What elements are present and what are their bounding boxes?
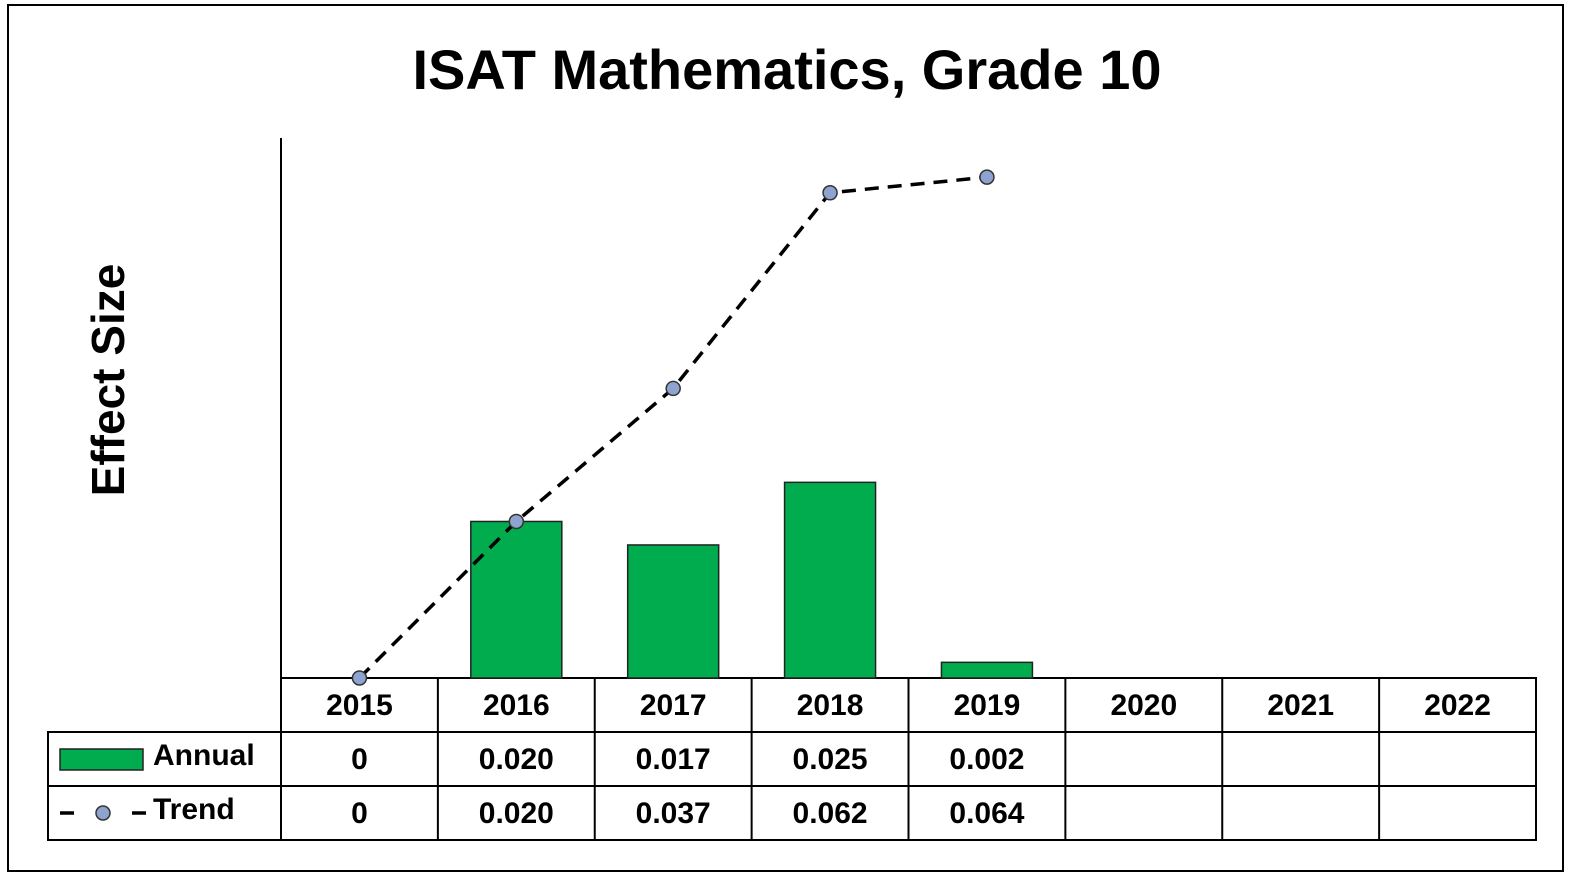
legend-label: Trend	[153, 793, 235, 826]
chart-title: ISAT Mathematics, Grade 10	[413, 38, 1162, 101]
trend-marker	[979, 169, 995, 185]
bar	[626, 544, 720, 679]
y-axis-label: Effect Size	[82, 264, 134, 497]
bar	[470, 520, 563, 679]
x-tick-label: 2022	[1424, 689, 1491, 722]
x-tick-label: 2018	[797, 689, 864, 722]
trend-marker	[508, 513, 525, 530]
data-table-value: 0.025	[793, 743, 868, 776]
data-table-value: 0.064	[949, 797, 1024, 830]
legend-swatch	[59, 748, 144, 771]
x-tick-label: 2017	[640, 689, 707, 722]
trend-marker	[822, 185, 838, 201]
trend-marker	[665, 380, 681, 397]
data-table-value: 0	[351, 797, 368, 830]
data-table-value: 0.020	[479, 797, 554, 830]
data-table-value: 0.002	[949, 743, 1024, 776]
x-tick-label: 2020	[1110, 689, 1177, 722]
x-tick-label: 2021	[1267, 689, 1334, 722]
data-table-value: 0.017	[636, 743, 711, 776]
bar	[783, 481, 877, 679]
legend-marker	[95, 805, 111, 821]
frame	[7, 4, 1564, 872]
data-table-value: 0.020	[479, 743, 554, 776]
data-table-value: 0	[351, 743, 368, 776]
legend-label: Annual	[153, 739, 255, 772]
bar	[940, 661, 1034, 679]
data-table-value: 0.037	[636, 797, 711, 830]
x-tick-label: 2016	[483, 689, 550, 722]
x-tick-label: 2015	[326, 689, 393, 722]
data-table-value: 0.062	[793, 797, 868, 830]
trend-marker	[351, 670, 368, 686]
x-tick-label: 2019	[954, 689, 1021, 722]
